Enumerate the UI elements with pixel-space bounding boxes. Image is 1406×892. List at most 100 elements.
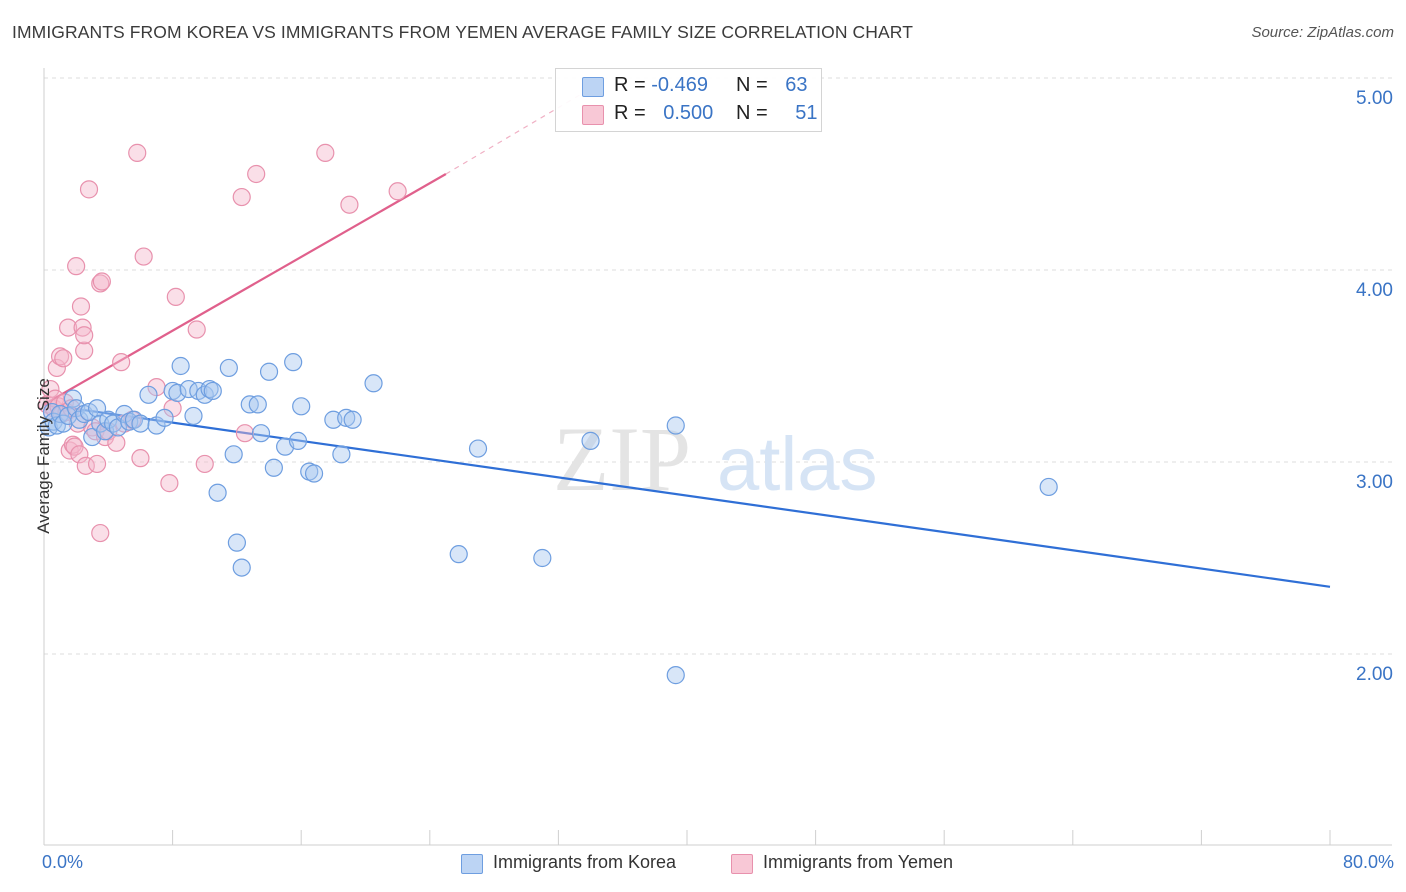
korea-point [87,399,107,418]
korea-point [666,666,685,685]
korea-point [533,548,552,568]
yemen-swatch [582,105,604,125]
korea-point [171,356,190,376]
yemen-point [112,353,131,372]
x-tick-label-min: 0.0% [42,852,84,872]
korea-point [581,431,600,450]
legend-korea-swatch [461,854,483,874]
yemen-point [131,449,150,468]
y-tick-labels: 2.00 3.00 4.00 5.00 [1356,88,1393,685]
yemen-point [166,287,185,306]
korea-point [666,416,685,435]
korea-point [468,439,488,458]
yemen-point [160,474,179,493]
legend-yemen-swatch [731,854,753,874]
yemen-point [54,349,73,368]
korea-point [219,358,238,378]
korea-point [227,533,246,552]
y-tick-label: 4.00 [1356,280,1393,301]
watermark: ZIP atlas [553,408,878,510]
yemen-n-label: N = 51 [736,102,818,124]
korea-point [203,381,222,401]
yemen-point [92,272,111,291]
yemen-point [91,523,110,543]
yemen-point [87,454,107,474]
yemen-point [71,297,91,316]
x-tick-label-max: 80.0% [1342,852,1394,872]
y-tick-label: 2.00 [1356,664,1393,685]
korea-point [63,389,83,408]
yemen-trend-line [43,173,447,406]
yemen-point [128,143,147,162]
korea-trend-line [43,403,1331,588]
korea-point [337,408,356,427]
legend-row-korea: R = -0.469 N = 63 [556,72,821,100]
korea-point [449,545,468,564]
yemen-point [316,143,335,162]
yemen-point [75,326,94,345]
legend-yemen-label: Immigrants from Yemen [763,852,954,872]
series-legend: Immigrants from Korea Immigrants from Ye… [0,850,1406,878]
korea-point [224,445,243,464]
korea-point [168,383,187,402]
yemen-point [76,456,95,475]
korea-point [251,424,271,443]
yemen-point [70,445,89,464]
chart-title: IMMIGRANTS FROM KOREA VS IMMIGRANTS FROM… [12,22,914,42]
korea-point [208,483,227,502]
korea-point [343,410,362,429]
korea-point [184,406,203,426]
yemen-r-label: R = 0.500 [614,102,714,124]
korea-point [200,379,219,399]
yemen-point [47,358,66,378]
yemen-point [41,379,60,399]
yemen-point [95,427,115,447]
yemen-point [59,318,78,337]
trend-lines [43,92,1331,588]
legend-korea-label: Immigrants from Korea [493,852,677,872]
korea-point [292,397,311,416]
korea-point [288,431,308,450]
korea-n-value: 63 [785,74,808,96]
yemen-point [235,424,255,443]
yemen-point [75,341,94,360]
korea-point [332,445,351,464]
korea-point [364,374,383,393]
korea-point [259,362,279,381]
korea-r-label: R = -0.469 [614,74,708,96]
korea-point [264,458,283,477]
data-points [38,143,1058,685]
yemen-point [232,187,251,207]
korea-point [304,464,324,483]
y-tick-label: 5.00 [1356,88,1393,109]
legend-row-yemen: R = 0.500 N = 51 [556,100,821,128]
y-tick-label: 3.00 [1356,472,1393,493]
yemen-point [187,320,206,339]
yemen-point [79,180,99,199]
axes [43,68,1392,846]
korea-n-label: N = 63 [736,74,808,96]
korea-point [248,395,267,414]
watermark-atlas: atlas [717,422,878,507]
yemen-point [134,247,153,266]
source-label: Source: ZipAtlas.com [1251,24,1394,41]
yemen-point [50,347,70,366]
yemen-n-value: 51 [795,102,818,124]
correlation-legend: R = -0.469 N = 63 R = 0.500 N = 51 [555,68,822,132]
korea-point [284,353,303,372]
yemen-point [195,454,214,474]
yemen-r-value: 0.500 [663,102,714,124]
korea-point [1039,477,1058,497]
korea-swatch [582,77,604,97]
yemen-point [388,182,407,201]
yemen-point [67,257,86,276]
yemen-point [247,164,266,184]
korea-point [155,408,174,427]
yemen-point [73,318,92,337]
yemen-point [107,433,126,452]
yemen-point [340,195,359,214]
korea-point [70,410,89,429]
y-axis-label: Average Family Size [34,378,53,534]
korea-point [131,414,150,433]
